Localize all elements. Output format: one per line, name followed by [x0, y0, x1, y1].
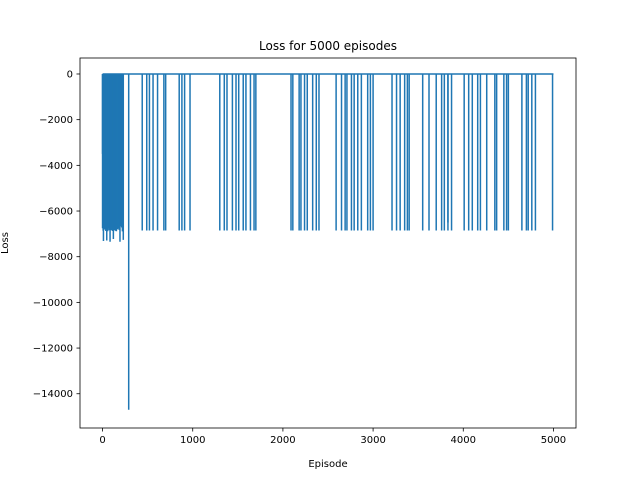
axes-frame: [79, 57, 577, 429]
x-tick-label: 0: [99, 435, 105, 446]
y-tick-label: 0: [67, 69, 73, 80]
x-axis-label: Episode: [308, 459, 347, 470]
plot-area: [80, 58, 576, 428]
x-tick-label: 2000: [270, 435, 295, 446]
y-tick-label: −8000: [39, 252, 73, 263]
chart-title: Loss for 5000 episodes: [259, 39, 397, 53]
x-tick-label: 5000: [541, 435, 566, 446]
x-tick-label: 1000: [180, 435, 205, 446]
x-tick-label: 3000: [360, 435, 385, 446]
y-tick-label: −12000: [33, 344, 73, 355]
series-layer: [101, 73, 554, 410]
y-axis-label: Loss: [0, 232, 11, 254]
x-axis-ticks: 0 1000 2000 3000 4000 5000: [99, 428, 566, 446]
y-tick-label: −2000: [39, 115, 73, 126]
y-axis-ticks: 0 −2000 −4000 −6000 −8000 −10000 −12000 −14000: [33, 69, 80, 400]
x-tick-label: 4000: [451, 435, 476, 446]
y-tick-label: −4000: [39, 161, 73, 172]
y-tick-label: −10000: [33, 298, 73, 309]
y-tick-label: −14000: [33, 389, 73, 400]
y-tick-label: −6000: [39, 207, 73, 218]
